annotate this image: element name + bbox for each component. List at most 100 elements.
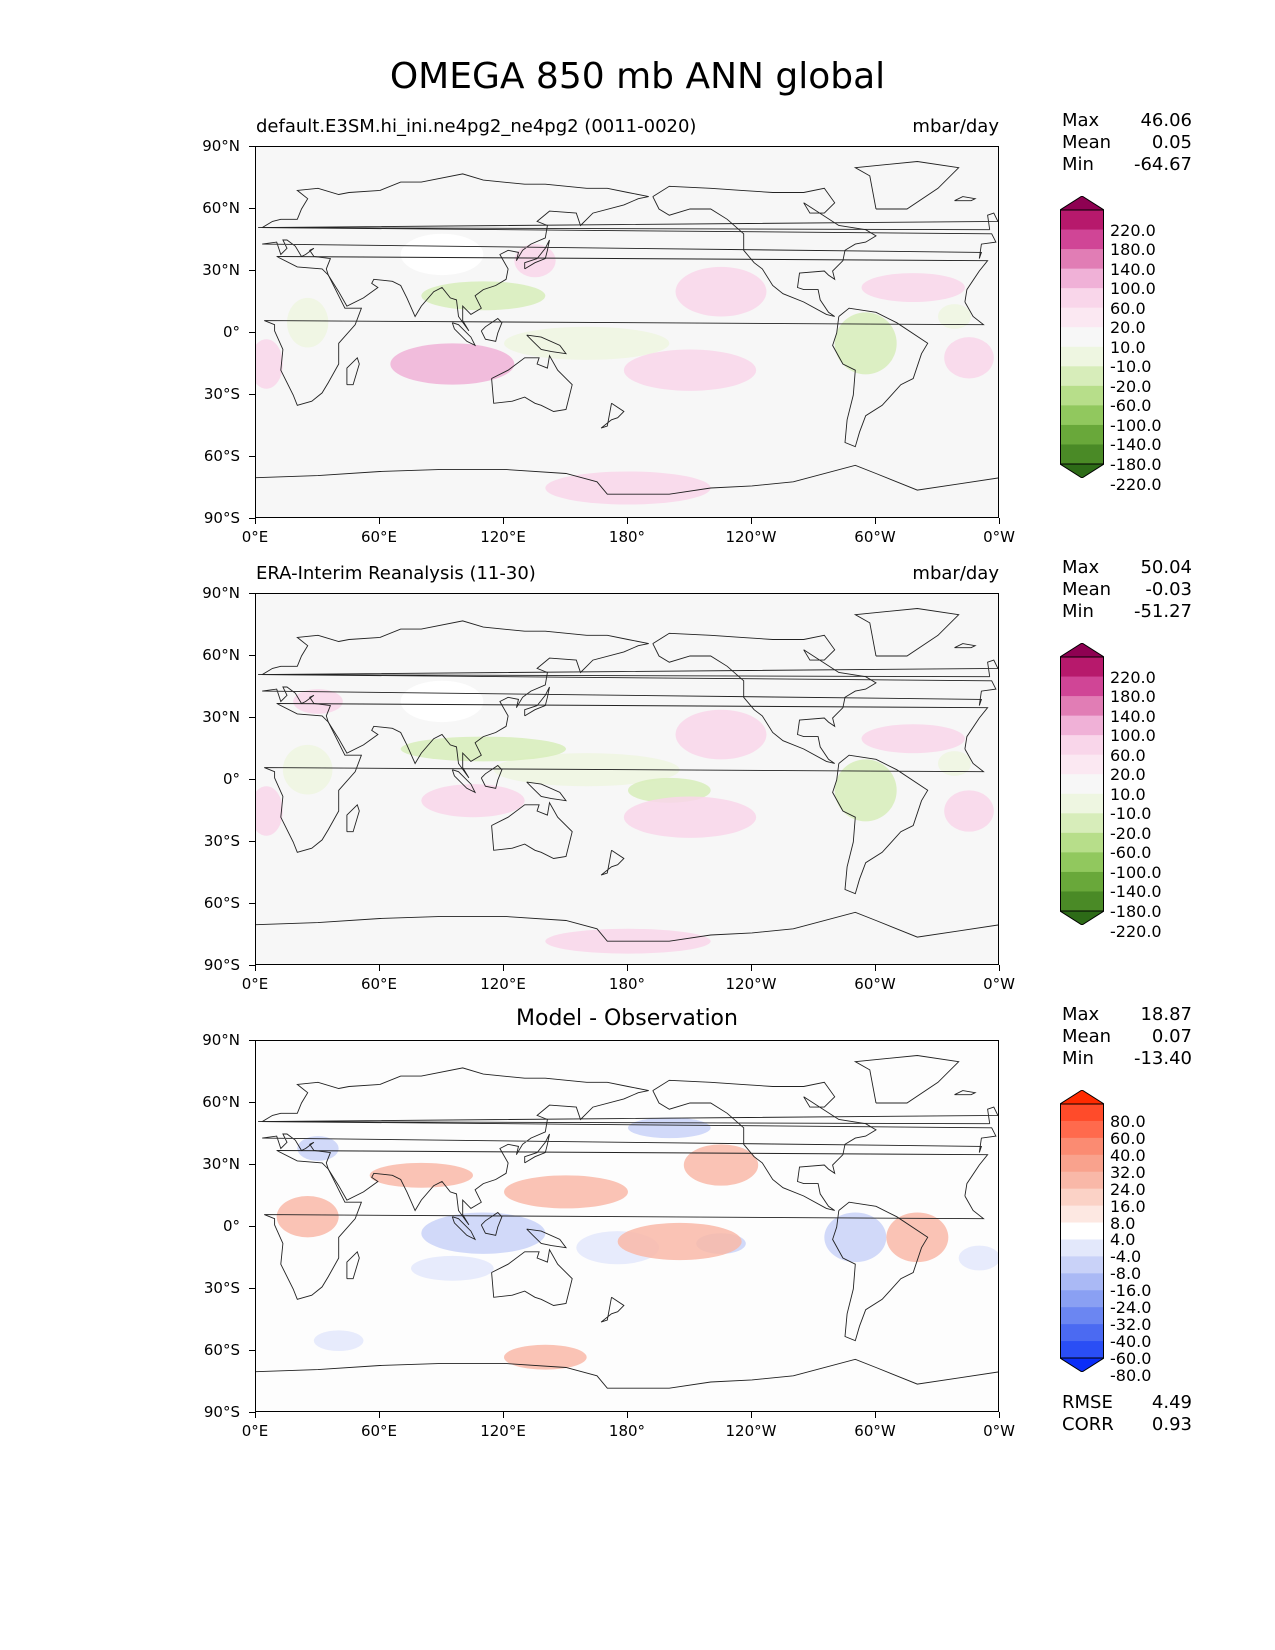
contour-region <box>623 796 757 838</box>
coastline <box>346 356 360 386</box>
y-tick <box>249 208 255 209</box>
panel-title-center: Model - Observation <box>516 1006 738 1031</box>
colorbar-segment <box>1060 268 1104 289</box>
y-tick-label: 0° <box>222 1217 240 1235</box>
colorbar-level-label: -60.0 <box>1110 843 1152 863</box>
x-tick <box>255 1412 256 1418</box>
x-tick-label: 120°E <box>480 1422 526 1440</box>
coastline <box>526 1228 568 1249</box>
colorbar-segment <box>1060 210 1104 231</box>
coastline <box>491 801 573 859</box>
colorbar-segment <box>1060 249 1104 270</box>
colorbar-segment <box>1060 444 1104 465</box>
x-tick-label: 0°W <box>983 1422 1015 1440</box>
colorbar-extend-bottom <box>1058 1357 1106 1373</box>
coastline <box>524 239 550 270</box>
panel-units: mbar/day <box>912 116 999 137</box>
map-plot <box>255 146 999 518</box>
coastline <box>526 334 568 355</box>
map-plot <box>255 593 999 965</box>
colorbar <box>1058 1089 1106 1373</box>
x-tick <box>627 965 628 971</box>
stat-label: Min <box>1062 601 1094 622</box>
y-tick-label: 60°N <box>202 1093 240 1111</box>
x-tick <box>503 965 504 971</box>
x-tick-label: 180° <box>608 1422 646 1440</box>
colorbar-level-label: 40.0 <box>1110 1145 1146 1165</box>
colorbar-level-label: 100.0 <box>1110 279 1156 299</box>
contour-region <box>938 751 972 776</box>
colorbar <box>1058 642 1106 926</box>
coastline <box>256 1358 998 1389</box>
colorbar-segment <box>1060 1222 1104 1240</box>
y-tick <box>249 1226 255 1227</box>
panel-title-left: default.E3SM.hi_ini.ne4pg2_ne4pg2 (0011-… <box>256 116 697 137</box>
contour-region <box>400 736 566 762</box>
coastline <box>264 256 989 406</box>
coastline <box>264 703 989 853</box>
x-tick <box>503 1412 504 1418</box>
stat-value: -0.03 <box>1145 579 1192 600</box>
coastline <box>260 1067 997 1226</box>
contour-region <box>861 724 965 754</box>
colorbar-segment <box>1060 288 1104 309</box>
colorbar-segment <box>1060 657 1104 678</box>
contour-region <box>834 759 897 822</box>
stat-row: Min -51.27 <box>1062 601 1192 623</box>
x-tick-label: 180° <box>608 975 646 993</box>
colorbar-level-label: 20.0 <box>1110 765 1146 785</box>
y-tick-label: 90°N <box>202 1031 240 1049</box>
stat-value: 46.06 <box>1140 110 1192 131</box>
contour-region <box>514 244 556 278</box>
colorbar-extend-top <box>1058 1089 1106 1105</box>
contour-region <box>504 1175 628 1209</box>
coastline <box>853 1055 960 1104</box>
contour-region <box>628 777 711 803</box>
colorbar-level-label: 100.0 <box>1110 726 1156 746</box>
colorbar-level-label: 8.0 <box>1110 1213 1136 1233</box>
x-tick-label: 120°E <box>480 528 526 546</box>
contour-region <box>617 1222 742 1261</box>
stat-value: -64.67 <box>1133 154 1192 175</box>
stat-row: Min -64.67 <box>1062 154 1192 176</box>
x-tick-label: 0°E <box>241 1422 269 1440</box>
stat-label: Max <box>1062 1004 1100 1025</box>
colorbar-segment <box>1060 405 1104 426</box>
y-tick-label: 90°S <box>203 956 240 974</box>
contour-region <box>504 1344 587 1370</box>
coastline <box>954 196 977 202</box>
x-tick <box>255 518 256 524</box>
x-tick <box>999 965 1000 971</box>
stat-label: Min <box>1062 154 1094 175</box>
contour-region <box>683 1144 759 1186</box>
y-tick-label: 60°N <box>202 646 240 664</box>
colorbar-segment <box>1060 1273 1104 1291</box>
stat-value: 0.05 <box>1151 132 1192 153</box>
coastline <box>832 754 929 895</box>
contour-region <box>297 1136 339 1161</box>
colorbar-segment <box>1060 346 1104 367</box>
map-canvas <box>256 1041 998 1411</box>
colorbar-level-label: -220.0 <box>1110 474 1162 494</box>
y-tick <box>249 779 255 780</box>
colorbar-level-label: -24.0 <box>1110 1298 1152 1318</box>
stat-row: Mean 0.05 <box>1062 132 1192 154</box>
coastline <box>258 1106 998 1125</box>
contour-region <box>256 786 283 836</box>
x-tick <box>999 1412 1000 1418</box>
contour-region <box>282 744 333 795</box>
x-tick <box>379 1412 380 1418</box>
colorbar-segment <box>1060 1188 1104 1207</box>
colorbar-segment <box>1060 327 1104 348</box>
coastline <box>524 1133 550 1164</box>
colorbar-segment <box>1060 813 1104 834</box>
colorbar-segment <box>1060 891 1104 912</box>
contour-region <box>938 304 972 329</box>
colorbar-level-label: -60.0 <box>1110 1349 1152 1368</box>
coastline <box>600 402 625 429</box>
coastline <box>954 643 977 649</box>
coastline <box>260 173 997 332</box>
colorbar-level-label: -10.0 <box>1110 804 1152 824</box>
colorbar-segment <box>1060 832 1104 853</box>
colorbar-extend-top <box>1058 195 1106 211</box>
